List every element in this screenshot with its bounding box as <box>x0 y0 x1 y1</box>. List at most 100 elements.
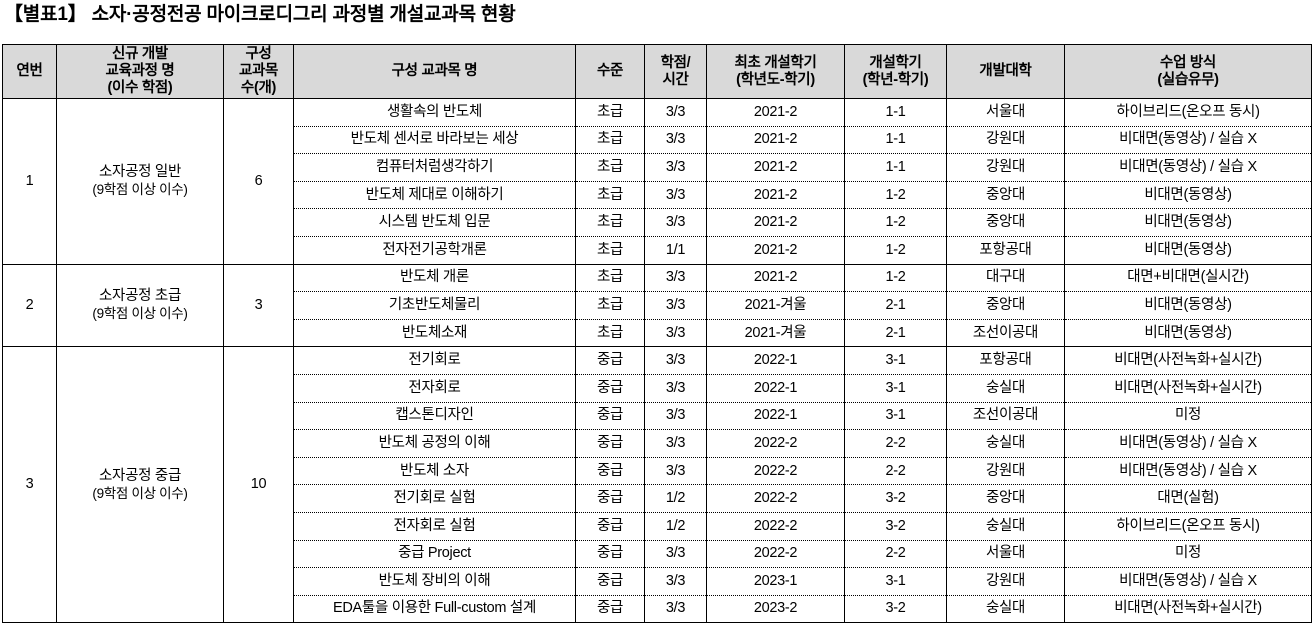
cell-subject-name: 전자회로 <box>293 373 576 403</box>
table-row: 반도체 공정의 이해 중급 3/3 2022-2 2-2 숭실대 비대면(동영상) / 실습… <box>3 429 1312 458</box>
cell-class-method: 비대면(동영상) / 실습 X <box>1064 456 1312 486</box>
cell-term: 1-2 <box>844 180 947 210</box>
cell-credit-hours: 3/3 <box>644 180 707 210</box>
cell-term: 2-1 <box>844 318 947 348</box>
column-header-term: 개설학기 (학년-학기) <box>844 44 947 99</box>
table-row: 2 소자공정 초급 (9학점 이상 이수) 3 반도체 개론 초급 3/3 2021-2 1-2… <box>2 263 1312 348</box>
cell-term: 3-1 <box>844 401 947 431</box>
cell-university: 강원대 <box>946 125 1065 155</box>
cell-level: 중급 <box>575 401 645 431</box>
cell-class-method: 미정 <box>1064 401 1312 431</box>
cell-first-term: 2022-2 <box>706 456 845 486</box>
cell-level: 초급 <box>575 318 645 348</box>
cell-level: 중급 <box>575 484 645 513</box>
cell-class-method: 비대면(동영상) <box>1064 208 1312 237</box>
cell-term: 1-2 <box>844 235 947 265</box>
cell-class-method: 비대면(동영상) <box>1064 235 1312 265</box>
cell-university: 강원대 <box>946 456 1065 486</box>
column-header-first-term-line2: (학년도-학기) <box>736 71 815 88</box>
table-row: 반도체 제대로 이해하기 초급 3/3 2021-2 1-2 중앙대 비대면(동영상) <box>3 180 1312 210</box>
cell-sequence-number: 2 <box>2 263 57 348</box>
column-header-university-label: 개발대학 <box>979 63 1032 79</box>
table-row: 중급 Project 중급 3/3 2022-2 2-2 서울대 미정 <box>3 539 1312 569</box>
cell-university: 중앙대 <box>946 291 1065 320</box>
cell-sequence-number: 3 <box>2 346 57 624</box>
cell-university: 중앙대 <box>946 180 1065 210</box>
table-row: 반도체 소자 중급 3/3 2022-2 2-2 강원대 비대면(동영상) / 실습 X <box>3 456 1312 486</box>
cell-credit-hours: 3/3 <box>644 153 707 182</box>
cell-university: 포항공대 <box>946 346 1065 375</box>
cell-level: 초급 <box>575 208 645 237</box>
column-header-credit-line2: 시간 <box>662 71 689 88</box>
column-header-first-term-line1: 최초 개설학기 <box>734 54 817 71</box>
cell-credit-hours: 3/3 <box>644 125 707 155</box>
cell-university: 포항공대 <box>946 235 1065 265</box>
table-body: 1 소자공정 일반 (9학점 이상 이수) 6 생활속의 반도체 초급 3/3 2021-2 1… <box>2 98 1312 624</box>
cell-subject-name: EDA툴을 이용한 Full-custom 설계 <box>293 594 576 624</box>
cell-first-term: 2021-2 <box>706 263 845 293</box>
column-header-method-line2: (실습유무) <box>1157 71 1219 88</box>
cell-level: 중급 <box>575 539 645 569</box>
page-title: 【별표1】 소자·공정전공 마이크로디그리 과정별 개설교과목 현황 <box>4 4 516 25</box>
cell-credit-hours: 3/3 <box>644 401 707 431</box>
cell-subject-name: 캡스톤디자인 <box>293 401 576 431</box>
cell-university: 대구대 <box>946 263 1065 293</box>
cell-first-term: 2021-겨울 <box>706 318 845 348</box>
table-row: 전자회로 중급 3/3 2022-1 3-1 숭실대 비대면(사전녹화+실시간) <box>3 373 1312 403</box>
cell-subject-count: 10 <box>223 346 294 624</box>
cell-subject-name: 전기회로 <box>293 346 576 375</box>
column-header-no: 연번 <box>2 44 57 99</box>
cell-level: 중급 <box>575 429 645 458</box>
cell-program-name: 소자공정 중급 (9학점 이상 이수) <box>56 346 224 624</box>
cell-level: 중급 <box>575 456 645 486</box>
table-header: 연번 신규 개발 교육과정 명 (이수 학점) 구성 교과목 수(개) 구성 교… <box>2 44 1312 99</box>
cell-credit-hours: 3/3 <box>644 346 707 375</box>
cell-level: 초급 <box>575 180 645 210</box>
cell-level: 초급 <box>575 98 645 127</box>
cell-term: 1-1 <box>844 153 947 182</box>
cell-class-method: 비대면(사전녹화+실시간) <box>1064 594 1312 624</box>
column-header-subject-label: 구성 교과목 명 <box>391 63 478 79</box>
cell-class-method: 비대면(사전녹화+실시간) <box>1064 346 1312 375</box>
cell-level: 초급 <box>575 153 645 182</box>
cell-sequence-number: 1 <box>2 98 57 265</box>
table-row: 1 소자공정 일반 (9학점 이상 이수) 6 생활속의 반도체 초급 3/3 2021-2 1… <box>2 98 1312 265</box>
cell-credit-hours: 3/3 <box>644 456 707 486</box>
program-credit-text: (9학점 이상 이수) <box>92 485 188 501</box>
column-header-level: 수준 <box>575 44 645 99</box>
cell-term: 2-2 <box>844 429 947 458</box>
cell-term: 1-1 <box>844 98 947 127</box>
cell-class-method: 비대면(동영상) <box>1064 180 1312 210</box>
table-row: 전기회로 실험 중급 1/2 2022-2 3-2 중앙대 대면(실험) <box>3 484 1312 513</box>
cell-term: 2-2 <box>844 539 947 569</box>
cell-first-term: 2022-1 <box>706 373 845 403</box>
program-credit-text: (9학점 이상 이수) <box>92 182 188 198</box>
cell-subject-name: 기초반도체물리 <box>293 291 576 320</box>
cell-class-method: 미정 <box>1064 539 1312 569</box>
cell-first-term: 2021-2 <box>706 125 845 155</box>
column-header-credit-line1: 학점/ <box>660 54 691 71</box>
table-row: 기초반도체물리 초급 3/3 2021-겨울 2-1 중앙대 비대면(동영상) <box>3 291 1312 320</box>
table-row: EDA툴을 이용한 Full-custom 설계 중급 3/3 2023-2 3-2 숭실… <box>3 594 1312 624</box>
cell-term: 1-2 <box>844 208 947 237</box>
cell-subject-name: 반도체 센서로 바라보는 세상 <box>293 125 576 155</box>
table-row: 전자회로 실험 중급 1/2 2022-2 3-2 숭실대 하이브리드(온오프 동시) <box>3 511 1312 541</box>
cell-class-method: 하이브리드(온오프 동시) <box>1064 511 1312 541</box>
cell-first-term: 2021-2 <box>706 98 845 127</box>
cell-subject-name: 전자회로 실험 <box>293 511 576 541</box>
cell-first-term: 2022-1 <box>706 401 845 431</box>
column-header-program: 신규 개발 교육과정 명 (이수 학점) <box>56 44 224 99</box>
cell-credit-hours: 3/3 <box>644 539 707 569</box>
cell-level: 초급 <box>575 125 645 155</box>
cell-first-term: 2022-2 <box>706 511 845 541</box>
cell-credit-hours: 3/3 <box>644 291 707 320</box>
cell-credit-hours: 3/3 <box>644 208 707 237</box>
cell-credit-hours: 1/2 <box>644 484 707 513</box>
program-name-text: 소자공정 초급 <box>99 288 181 305</box>
cell-subject-count: 6 <box>223 98 294 265</box>
cell-class-method: 비대면(동영상) / 실습 X <box>1064 567 1312 596</box>
cell-level: 중급 <box>575 567 645 596</box>
cell-university: 숭실대 <box>946 429 1065 458</box>
cell-subject-count: 3 <box>223 263 294 348</box>
cell-credit-hours: 3/3 <box>644 429 707 458</box>
